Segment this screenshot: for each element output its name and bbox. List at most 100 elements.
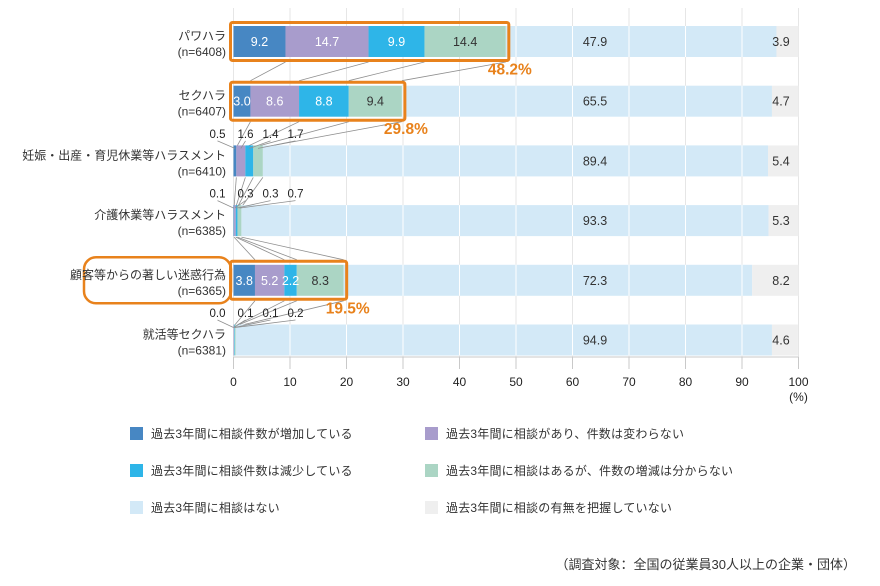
legend-label: 過去3年間に相談はない: [151, 501, 280, 515]
bar-segment: [776, 26, 799, 57]
segment-value-label: 8.3: [312, 274, 329, 288]
highlight-percent-label: 48.2%: [488, 62, 532, 79]
x-tick-label: 60: [566, 375, 580, 389]
highlight-percent-label: 29.8%: [384, 121, 428, 138]
highlight-box: [229, 21, 511, 62]
tiny-value-leader-line: [217, 140, 236, 149]
bar-segment: [233, 145, 237, 177]
highlight-box: [229, 80, 407, 122]
harassment-stacked-bar-chart: 0 10 20 30 40 50 60 70 80 90 100(%) 9.2 14.7 9.9 14.4 4…: [22, 8, 809, 404]
segment-connector-line: [235, 121, 251, 148]
segment-connector-line: [348, 61, 425, 82]
segment-value-label: 3.8: [236, 274, 253, 288]
survey-target-footnote: （調査対象：全国の従業員30人以上の企業・団体）: [555, 557, 856, 572]
x-tick-label: 90: [735, 375, 749, 389]
tiny-segment-value-label: 1.6: [238, 129, 254, 141]
category-n-label: (n=6365): [178, 284, 226, 298]
category-n-label: (n=6385): [178, 224, 226, 238]
legend-item: 過去3年間に相談があり、件数は変わらない: [425, 427, 733, 441]
x-tick-label: 100: [788, 375, 808, 389]
segment-connector-line: [250, 61, 286, 82]
bar-segment: [343, 264, 753, 296]
bar-segment: [284, 264, 297, 296]
tiny-value-leader-line: [234, 319, 271, 328]
segment-connector-line: [298, 61, 369, 82]
legend-item: 過去3年間に相談はない: [130, 501, 425, 515]
bar-segment: [285, 26, 369, 57]
tiny-segment-value-label: 0.1: [210, 189, 226, 201]
tiny-segment-value-label: 0.7: [288, 189, 304, 201]
bar-segment: [768, 205, 799, 237]
x-tick-label: 20: [340, 375, 354, 389]
segment-connector-line: [235, 177, 246, 208]
not-grasped-value-label: 5.3: [772, 214, 789, 228]
category-label: 介護休業等ハラスメント: [94, 207, 226, 222]
bar-segment: [237, 205, 242, 237]
bar-segment: [245, 145, 254, 177]
not-grasped-value-label: 5.4: [772, 154, 789, 168]
segment-connector-line: [233, 300, 256, 327]
x-tick-label: 30: [396, 375, 410, 389]
bar-segment: [424, 26, 506, 57]
legend-item: 過去3年間に相談件数が増加している: [130, 427, 425, 441]
bar-segment: [233, 324, 235, 356]
bar-segment: [233, 205, 235, 237]
legend-label: 過去3年間に相談はあるが、件数の増減は分からない: [446, 464, 734, 478]
segment-connector-line: [401, 61, 506, 82]
bar-segment: [368, 26, 425, 57]
segment-value-label: 2.2: [282, 274, 299, 288]
bar-segment: [752, 264, 799, 296]
segment-value-label: 14.4: [453, 35, 477, 49]
bar-segment: [233, 264, 255, 296]
segment-value-label: 9.9: [388, 35, 405, 49]
segment-value-label: 9.4: [367, 95, 384, 109]
legend-swatch-icon: [425, 464, 438, 477]
segment-connector-line: [233, 177, 237, 208]
tiny-segment-value-label: 1.4: [263, 129, 280, 141]
bar-segment: [505, 26, 777, 57]
legend-swatch-icon: [130, 464, 143, 477]
category-label: 顧客等からの著しい迷惑行為: [70, 267, 226, 282]
legend-swatch-icon: [425, 427, 438, 440]
bar-segment: [234, 205, 236, 237]
legend-swatch-icon: [130, 501, 143, 514]
tiny-segment-value-label: 0.5: [210, 129, 226, 141]
bar-segment: [767, 145, 799, 177]
tiny-value-leader-line: [235, 319, 296, 328]
segment-connector-line: [237, 177, 254, 208]
bar-row: [233, 324, 798, 356]
category-n-label: (n=6410): [178, 164, 226, 178]
tiny-value-leader-line: [257, 140, 296, 149]
tiny-segment-value-label: 0.3: [263, 189, 279, 201]
segment-value-label: 5.2: [261, 274, 278, 288]
bar-segment: [771, 324, 798, 356]
bar-segment: [401, 85, 772, 117]
bar-segment: [241, 205, 769, 237]
segment-connector-line: [241, 236, 344, 261]
no-consult-value-label: 65.5: [583, 95, 607, 109]
category-n-label: (n=6407): [178, 105, 226, 119]
bar-row: [233, 85, 799, 117]
category-label: 妊娠・出産・育児休業等ハラスメント: [22, 147, 226, 162]
bar-segment: [299, 85, 349, 117]
segment-connector-line: [234, 300, 297, 327]
chart-legend: 過去3年間に相談件数が増加している 過去3年間に相談件数は減少している 過去3年間に…: [130, 427, 734, 515]
tiny-value-leader-line: [240, 140, 246, 149]
legend-swatch-icon: [130, 427, 143, 440]
segment-connector-line: [235, 300, 344, 327]
bar-row: [233, 145, 799, 177]
tiny-value-leader-line: [236, 200, 271, 209]
category-n-label: (n=6381): [178, 344, 226, 358]
x-tick-label: 0: [230, 375, 237, 389]
highlight-percent-label: 19.5%: [326, 300, 370, 317]
tiny-value-leader-line: [217, 200, 234, 209]
bar-segment: [236, 145, 246, 177]
bar-row: [233, 264, 799, 296]
no-consult-value-label: 47.9: [583, 35, 607, 49]
legend-item: 過去3年間に相談はあるが、件数の増減は分からない: [425, 464, 734, 478]
legend-label: 過去3年間に相談の有無を把握していない: [446, 501, 673, 515]
category-label: 就活等セクハラ: [143, 328, 226, 342]
category-label: パワハラ: [178, 29, 226, 43]
bar-row: [233, 26, 799, 57]
